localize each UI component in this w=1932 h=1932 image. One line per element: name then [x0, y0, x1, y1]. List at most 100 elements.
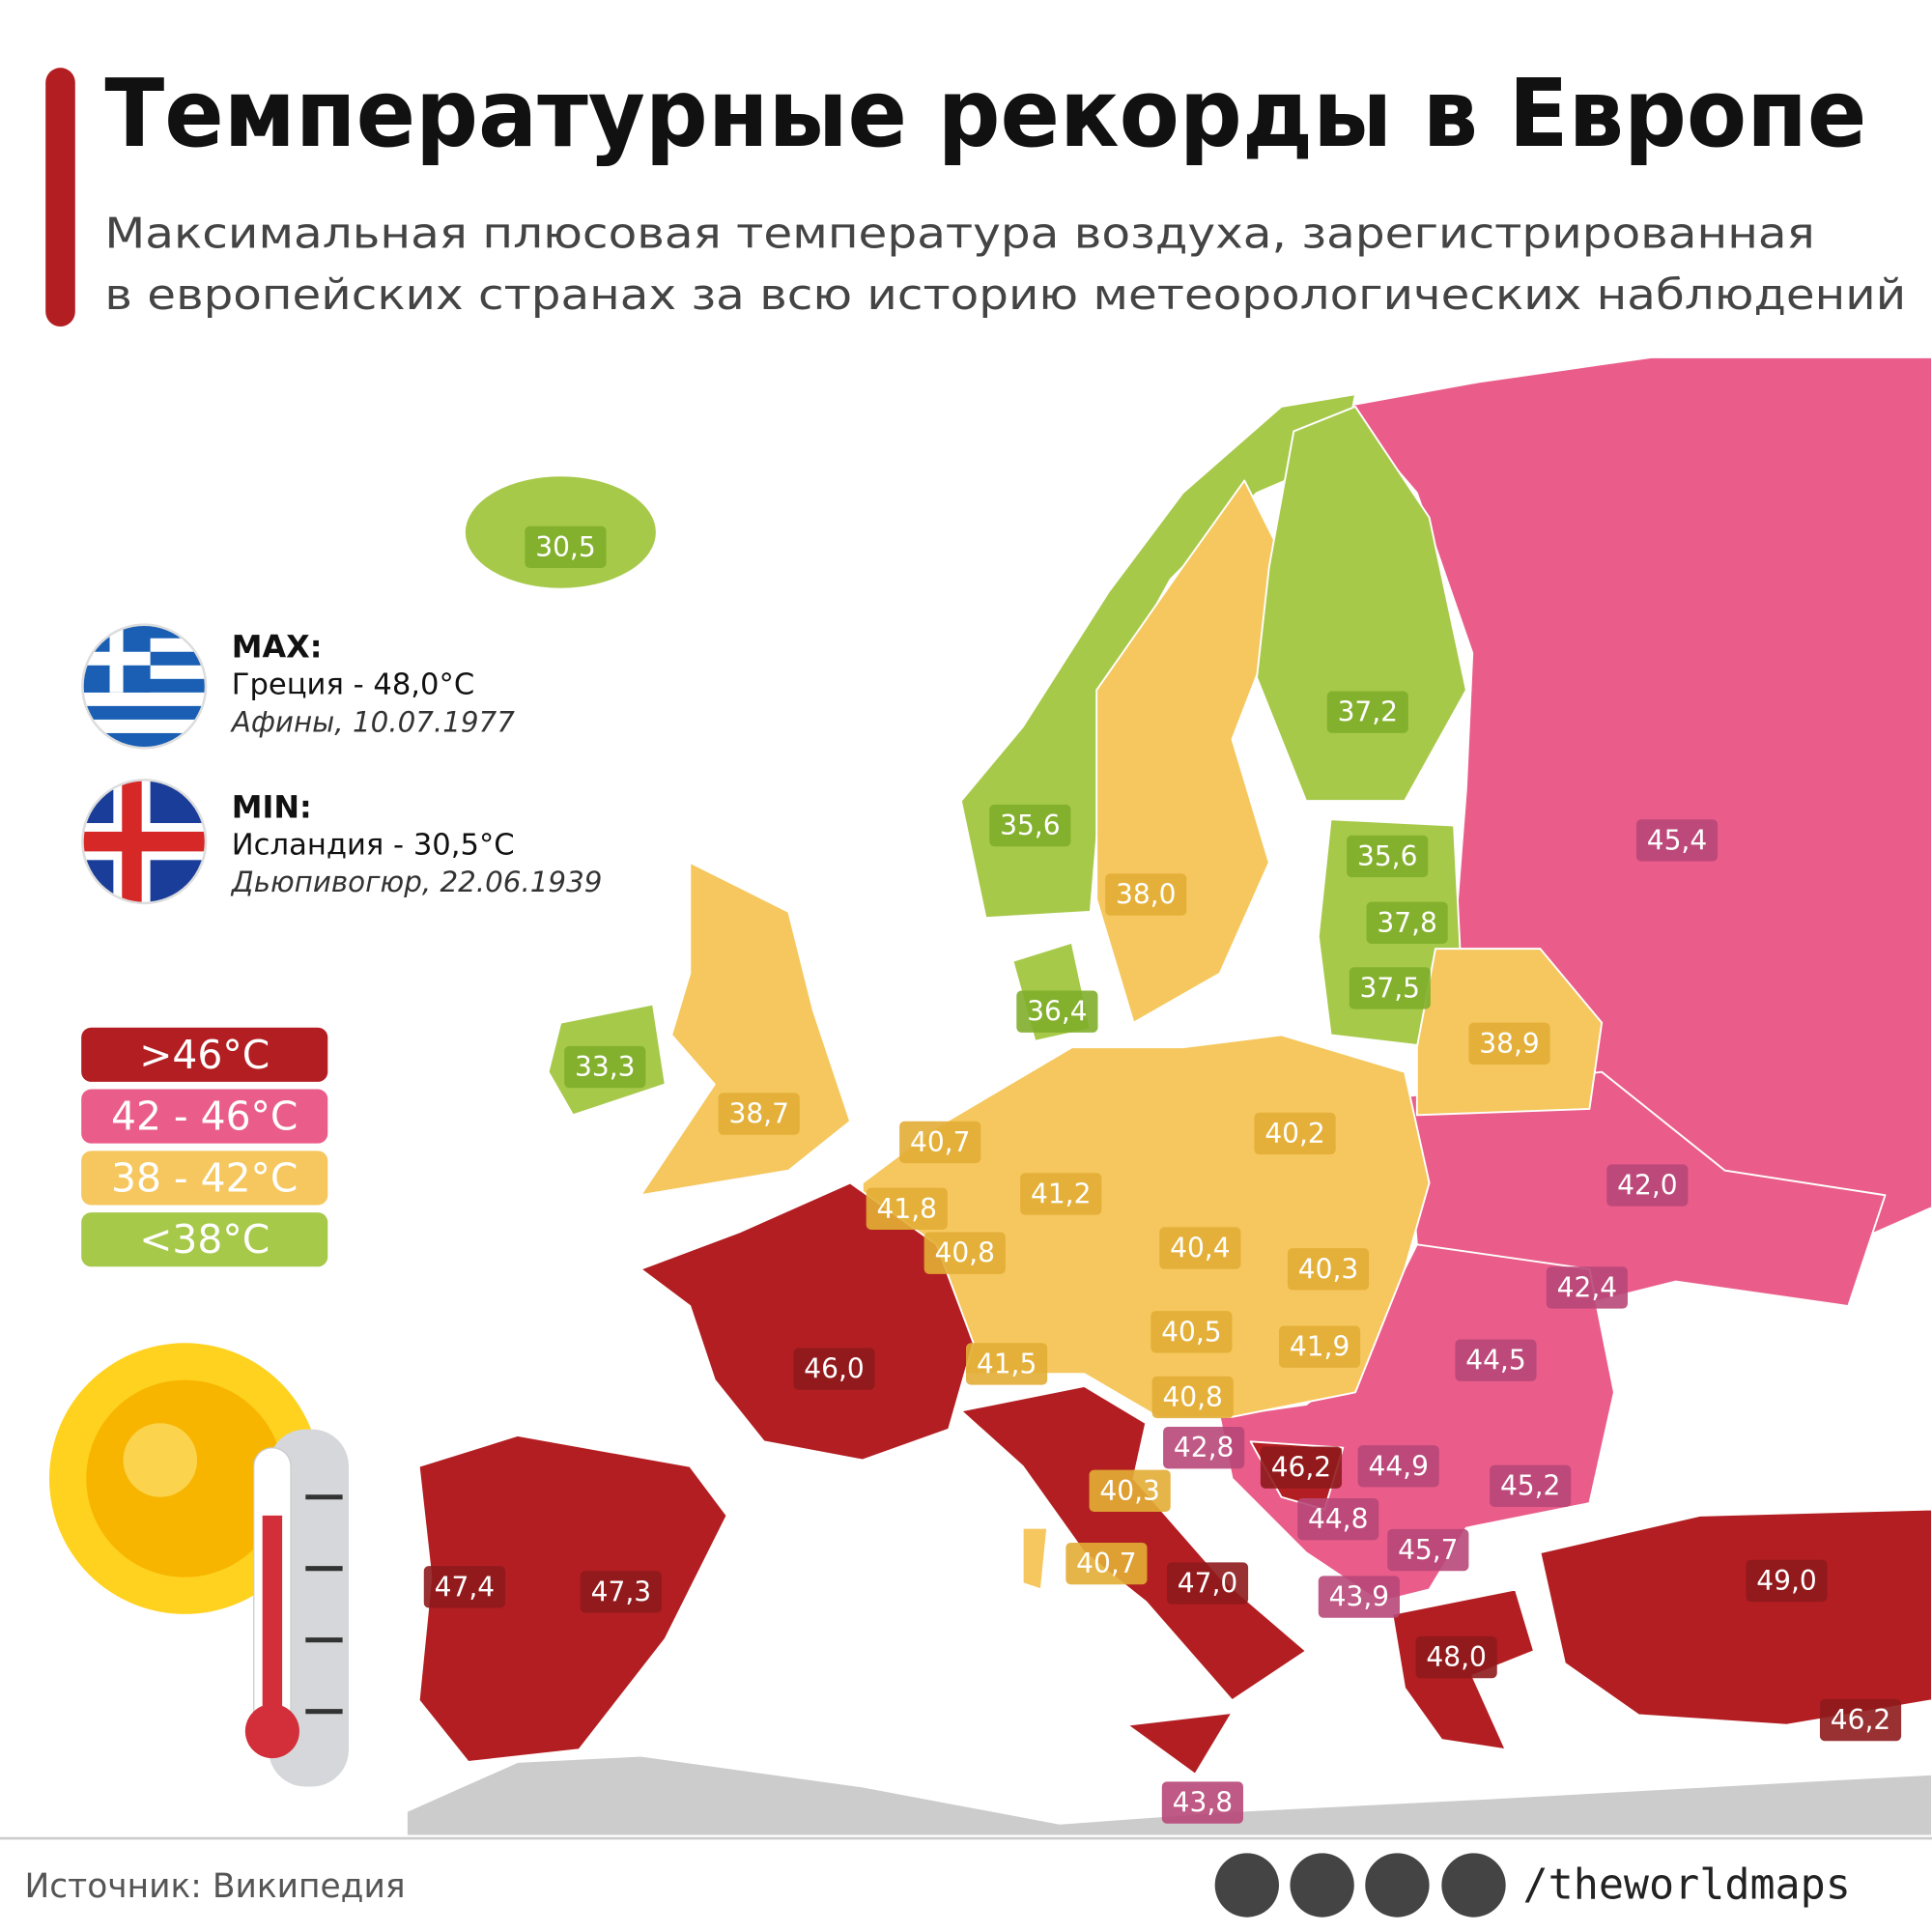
legend-label: <38°C: [139, 1216, 270, 1263]
map-label: 35,6: [1000, 810, 1060, 841]
subtitle: в европейских странах за всю историю мет…: [104, 271, 1906, 320]
label-box: [1468, 1022, 1550, 1065]
legend-label: >46°C: [139, 1032, 270, 1078]
label-box: [1065, 1542, 1148, 1585]
accent-bar: [45, 68, 75, 327]
map-label: 46,2: [1831, 1704, 1890, 1736]
sun-icon: [49, 1343, 321, 1614]
country-finland: [1256, 405, 1467, 803]
map-label: 45,4: [1647, 824, 1707, 856]
legend-swatch: [81, 1027, 328, 1082]
map-label: 40,7: [1076, 1548, 1136, 1579]
label-box: [1151, 1311, 1233, 1353]
label-box: [1287, 1248, 1370, 1291]
island-sicily: [1126, 1712, 1234, 1776]
label-box: [1297, 1498, 1379, 1541]
legend-label: 42 - 46°C: [111, 1094, 298, 1140]
label-box: [1387, 1528, 1469, 1572]
label-box: [580, 1571, 662, 1613]
title: Температурные рекорды в Европе: [104, 59, 1866, 168]
map-label: 43,9: [1329, 1581, 1389, 1613]
min-country: Исландия - 30,5°C: [232, 828, 515, 862]
map-label: 42,0: [1617, 1170, 1677, 1202]
label-box: [1254, 1112, 1336, 1155]
flag-greece: [82, 624, 207, 749]
label-box: [899, 1121, 981, 1164]
map-label: 42,4: [1557, 1271, 1617, 1303]
map-label: 37,5: [1360, 972, 1420, 1004]
map-label: 40,2: [1264, 1118, 1324, 1150]
label-box: [1151, 1376, 1234, 1419]
handle: /theworldmaps: [1523, 1861, 1851, 1910]
map-label: 37,8: [1377, 907, 1436, 939]
map-label: 38,7: [728, 1098, 788, 1130]
legend-label: 38 - 42°C: [111, 1154, 298, 1201]
legend-swatch: [81, 1151, 328, 1206]
map-label: 30,5: [535, 531, 595, 563]
label-box: [1318, 1576, 1400, 1618]
map-label: 47,3: [591, 1576, 651, 1607]
label-box: [1278, 1325, 1361, 1368]
label-box: [1105, 873, 1187, 916]
label-box: [1159, 1227, 1241, 1269]
min-place: Дьюпивогюр, 22.06.1939: [230, 866, 603, 898]
map-label: 40,3: [1099, 1475, 1159, 1507]
map-label: 47,0: [1178, 1568, 1237, 1600]
map-label: 40,8: [1162, 1381, 1222, 1413]
map-label: 33,3: [575, 1051, 635, 1083]
map-label: 41,9: [1290, 1331, 1350, 1363]
label-box: [1546, 1266, 1628, 1309]
legend-swatch: [81, 1212, 328, 1267]
label-box: [866, 1187, 948, 1230]
label-box: [1326, 691, 1408, 733]
flag-iceland: [82, 780, 207, 903]
label-box: [1163, 1427, 1245, 1469]
country-iberia: [417, 1435, 728, 1763]
label-box: [1357, 1445, 1439, 1488]
map-label: 36,4: [1027, 996, 1087, 1028]
label-box: [1161, 1781, 1243, 1824]
label-box: [923, 1232, 1006, 1274]
label-box: [718, 1093, 800, 1135]
label-box: [1166, 1562, 1249, 1605]
label-box: [966, 1343, 1048, 1385]
source: Источник: Википедия: [25, 1867, 406, 1906]
map-label: 48,0: [1426, 1641, 1486, 1673]
label-box: [1089, 1469, 1171, 1513]
map-label: 44,9: [1368, 1450, 1428, 1482]
flag-ring: [81, 623, 208, 750]
country-france: [639, 1181, 975, 1462]
map-label: 45,2: [1500, 1470, 1560, 1502]
map-label: 45,7: [1398, 1534, 1458, 1566]
label-box: [525, 526, 607, 569]
flag-ring: [81, 779, 208, 905]
map-label: 37,2: [1338, 696, 1398, 728]
map-label: 44,8: [1308, 1503, 1368, 1535]
map-label: 46,0: [804, 1353, 864, 1385]
subtitle: Максимальная плюсовая температура воздух…: [104, 210, 1814, 258]
map-label: 38,0: [1116, 879, 1176, 911]
label-box: [423, 1566, 505, 1608]
label-box: [1746, 1559, 1828, 1603]
map-label: 44,5: [1465, 1345, 1525, 1377]
label-box: [1415, 1635, 1497, 1679]
map-label: 47,4: [435, 1571, 495, 1603]
map-label: 42,8: [1174, 1432, 1234, 1463]
map-label: 49,0: [1756, 1565, 1816, 1597]
map-label: 40,8: [934, 1237, 994, 1269]
max-heading: MAX:: [232, 629, 323, 666]
social-icons: [1214, 1853, 1506, 1918]
label-box: [989, 804, 1071, 847]
label-box: [1366, 901, 1448, 945]
map-label: 41,5: [977, 1348, 1037, 1379]
map-label: 40,7: [910, 1126, 970, 1158]
footer-bg: [0, 1838, 1932, 1932]
label-box: [1819, 1698, 1902, 1742]
map-label: 40,4: [1170, 1233, 1230, 1264]
label-box: [1635, 819, 1719, 862]
label-box: [1455, 1339, 1537, 1381]
label-box: [1260, 1446, 1343, 1489]
max-place: Афины, 10.07.1977: [230, 705, 515, 738]
